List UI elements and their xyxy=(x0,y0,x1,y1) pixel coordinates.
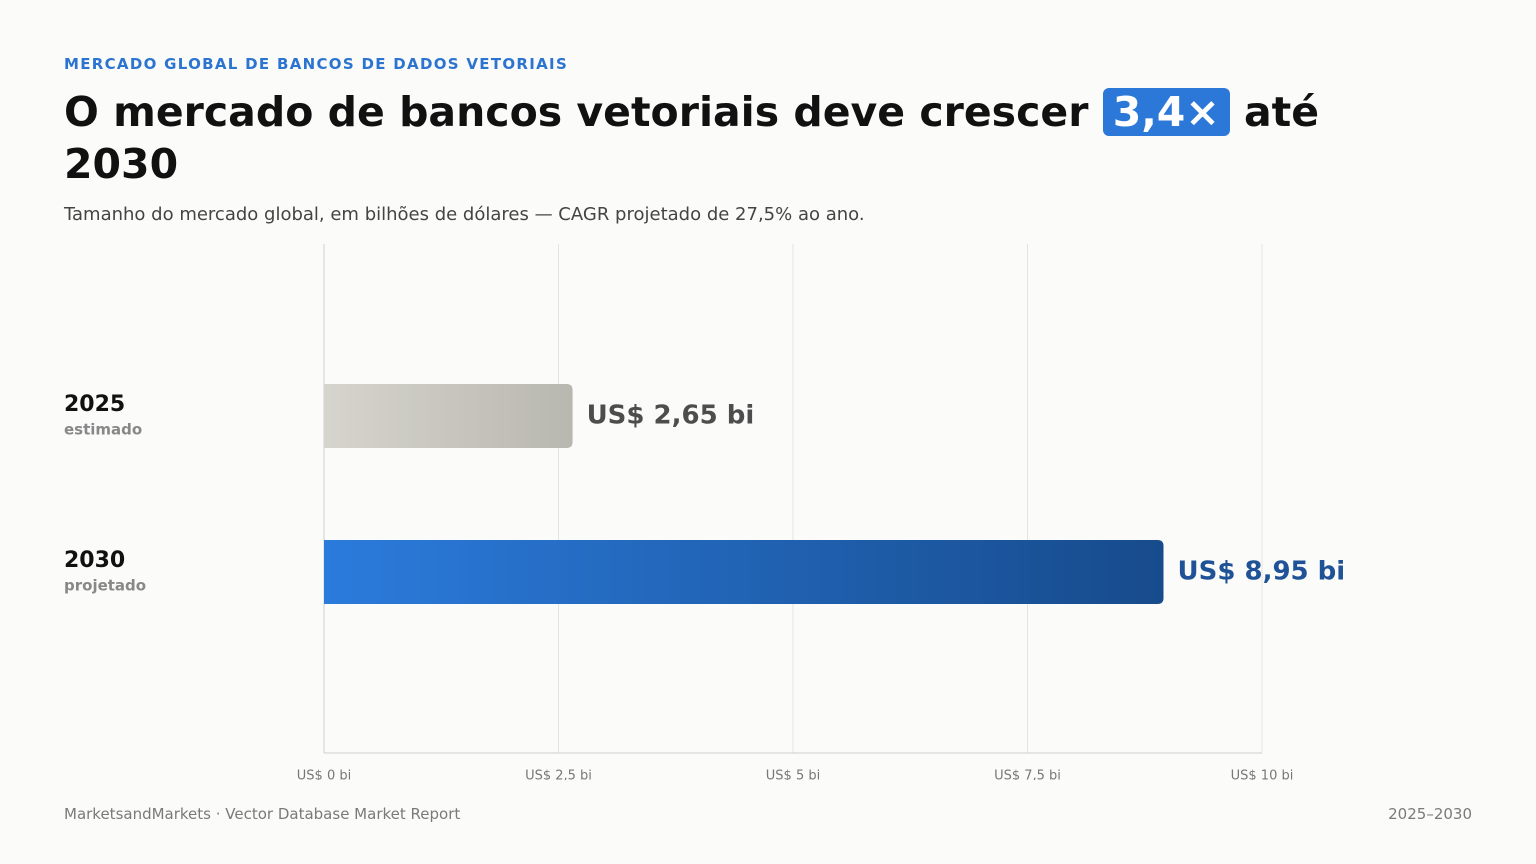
kicker: MERCADO GLOBAL DE BANCOS DE DADOS VETORI… xyxy=(64,55,569,73)
x-tick-label: US$ 0 bi xyxy=(297,769,351,781)
category-label: 2030 xyxy=(64,548,125,573)
value-label: US$ 2,65 bi xyxy=(587,401,755,431)
title-text: O mercado de bancos vetoriais deve cresc… xyxy=(64,88,1089,136)
category-note: projetado xyxy=(64,577,146,595)
category-note: estimado xyxy=(64,421,142,439)
x-tick-label: US$ 2,5 bi xyxy=(525,769,592,781)
x-tick-label: US$ 5 bi xyxy=(766,769,820,781)
chart: US$ 0 bi US$ 2,5 bi US$ 5 bi US$ 7,5 bi US$ … xyxy=(64,244,1346,781)
subtitle: Tamanho do mercado global, em bilhões de… xyxy=(64,204,865,225)
category-label: 2025 xyxy=(64,392,125,417)
title-highlight: 3,4× xyxy=(1102,88,1230,136)
title-end: até 2030 xyxy=(64,88,1320,188)
bar xyxy=(324,384,573,448)
bar xyxy=(324,540,1164,604)
source: MarketsandMarkets · Vector Database Mark… xyxy=(64,805,461,823)
period: 2025–2030 xyxy=(1388,805,1472,823)
x-tick-label: US$ 10 bi xyxy=(1231,769,1294,781)
value-label: US$ 8,95 bi xyxy=(1178,557,1346,587)
x-tick-label: US$ 7,5 bi xyxy=(994,769,1061,781)
chart-title: O mercado de bancos vetoriais deve cresc… xyxy=(64,86,1324,190)
